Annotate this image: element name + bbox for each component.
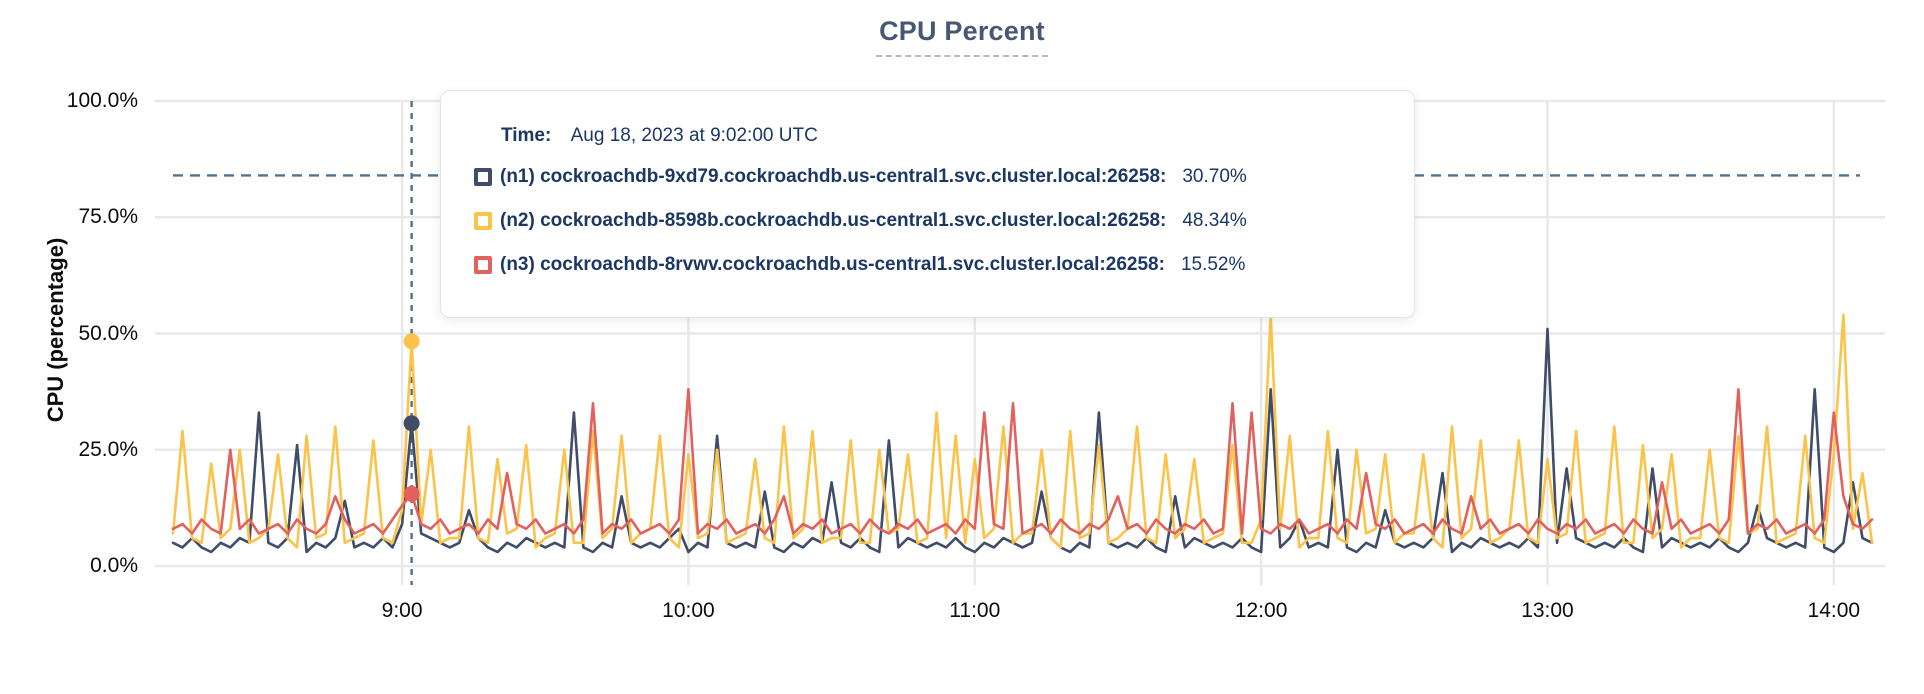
series-n3-value: 15.52% [1180,254,1246,275]
series-n3-label: (n3) cockroachdb-8rvwv.cockroachdb.us-ce… [500,254,1165,275]
y-tick-label: 50.0% [78,321,138,345]
x-tick-label: 14:00 [1807,599,1861,622]
series-row: (n2) cockroachdb-8598b.cockroachdb.us-ce… [474,210,1414,231]
hover-dot-n2 [403,333,420,350]
tooltip-time-value: Aug 18, 2023 at 9:02:00 UTC [570,125,818,146]
series-n1-label: (n1) cockroachdb-9xd79.cockroachdb.us-ce… [500,166,1167,187]
x-tick-label: 10:00 [662,599,715,622]
series-n2-swatch-icon [474,212,492,230]
y-tick-label: 75.0% [78,205,138,229]
x-tick-label: 12:00 [1234,599,1288,622]
hover-dot-n3 [403,485,420,502]
hover-tooltip: Time: Aug 18, 2023 at 9:02:00 UTC (n1) c… [440,90,1415,318]
x-tick-label: 13:00 [1521,599,1574,622]
series-n2-value: 48.34% [1182,210,1247,231]
y-tick-label: 100.0% [66,89,138,112]
y-tick-label: 25.0% [78,437,138,461]
series-line-n2 [171,313,1874,549]
series-row: (n3) cockroachdb-8rvwv.cockroachdb.us-ce… [474,254,1414,275]
series-row: (n1) cockroachdb-9xd79.cockroachdb.us-ce… [474,166,1414,187]
tooltip-time-label: Time: [501,125,552,146]
chart-title: CPU Percent [876,16,1048,57]
series-n1-value: 30.70% [1182,166,1247,187]
series-n2-label: (n2) cockroachdb-8598b.cockroachdb.us-ce… [500,210,1167,231]
series-n1-swatch-icon [474,168,492,186]
series-line-n3 [171,387,1874,535]
chart-header: CPU Percent [0,16,1924,57]
x-tick-label: 11:00 [949,599,1001,622]
hover-dot-n1 [403,415,420,432]
x-tick-label: 9:00 [381,599,423,622]
series-n3-swatch-icon [474,256,492,274]
series-line-n1 [171,327,1874,554]
tooltip-time-row: Time: Aug 18, 2023 at 9:02:00 UTC [501,125,1414,147]
y-tick-label: 0.0% [90,554,138,577]
